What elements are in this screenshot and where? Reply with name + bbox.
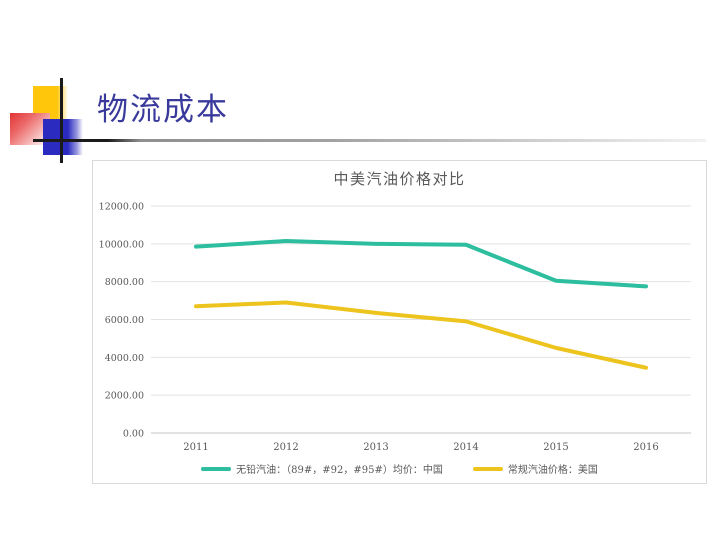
legend-label: 无铅汽油：（89#，#92，#95#）均价：中国 [236,465,443,476]
chart-legend: 无铅汽油：（89#，#92，#95#）均价：中国 常规汽油价格：美国 [93,461,706,476]
x-tick-label: 2013 [363,442,388,453]
x-tick-label: 2016 [633,442,658,453]
y-tick-label: 0.00 [123,429,144,440]
series-line-0 [194,238,648,289]
x-tick-label: 2015 [543,442,568,453]
y-tick-label: 10000.00 [99,239,144,250]
decoration-vertical-line [60,78,63,163]
y-tick-label: 12000.00 [99,202,144,213]
series-line-1 [194,300,648,370]
legend-marker [201,466,232,471]
x-tick-label: 2012 [273,442,298,453]
legend-label: 常规汽油价格：美国 [507,465,598,476]
slide-title: 物流成本 [97,92,229,128]
legend-marker [472,466,503,471]
chart-frame: 中美汽油价格对比 0.00 2000.00 4000.00 6000.00 8000.0… [92,160,707,484]
title-underline-rule [33,139,706,142]
x-tick-label: 2014 [453,442,478,453]
decoration-blue-square [43,119,83,155]
chart-title: 中美汽油价格对比 [333,170,466,188]
y-tick-label: 2000.00 [105,391,144,402]
x-tick-label: 2011 [183,442,208,453]
legend-item: 常规汽油价格：美国 [472,461,598,476]
chart-svg: 0.00 2000.00 4000.00 6000.00 8000.00 10000.00… [99,202,691,453]
y-tick-label: 8000.00 [105,277,144,288]
legend-item: 无铅汽油：（89#，#92，#95#）均价：中国 [201,461,443,476]
y-tick-label: 4000.00 [105,353,144,364]
y-tick-label: 6000.00 [105,315,144,326]
